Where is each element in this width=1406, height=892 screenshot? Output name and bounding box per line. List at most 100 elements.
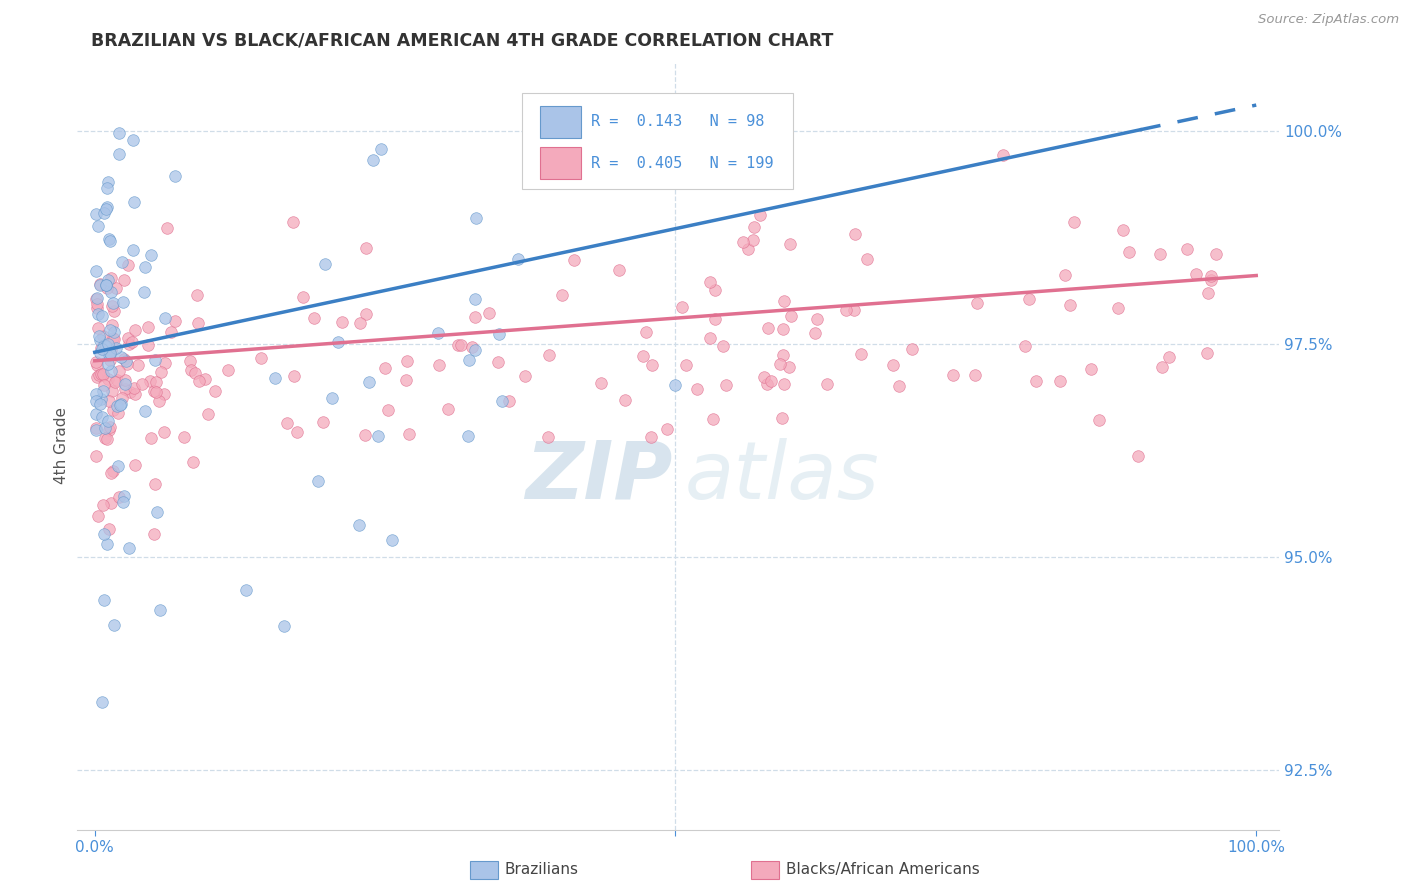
Point xyxy=(111,294,134,309)
Point xyxy=(91,368,114,383)
FancyBboxPatch shape xyxy=(540,105,581,137)
Point xyxy=(84,292,107,306)
FancyBboxPatch shape xyxy=(540,147,581,179)
Point xyxy=(90,392,112,406)
Point xyxy=(699,331,721,345)
Point xyxy=(94,339,117,353)
Point xyxy=(623,172,645,186)
Point xyxy=(398,427,420,442)
Point xyxy=(991,147,1014,161)
Point xyxy=(93,378,115,392)
Point xyxy=(464,293,486,307)
Point xyxy=(89,277,111,291)
Point xyxy=(153,387,176,401)
Point xyxy=(112,495,135,509)
Point xyxy=(86,423,108,437)
Point xyxy=(359,375,381,389)
Point xyxy=(641,358,664,372)
Point xyxy=(104,375,127,389)
Point xyxy=(100,285,122,300)
Point xyxy=(141,431,163,445)
Point xyxy=(118,541,141,556)
Point xyxy=(849,347,872,361)
Point xyxy=(464,310,486,324)
Point xyxy=(93,526,115,541)
Point xyxy=(538,348,561,362)
Point xyxy=(96,281,118,295)
Point xyxy=(354,308,377,322)
Point xyxy=(450,338,472,352)
Point xyxy=(139,374,162,388)
Point xyxy=(436,402,458,417)
Point xyxy=(100,271,122,285)
Point xyxy=(124,458,146,473)
Point xyxy=(90,367,112,381)
Point xyxy=(349,518,371,533)
Point xyxy=(330,315,353,329)
Point xyxy=(103,618,125,632)
Point xyxy=(901,343,924,357)
Point xyxy=(134,260,156,274)
Point xyxy=(98,352,121,367)
Point xyxy=(1184,267,1206,281)
Point xyxy=(93,205,115,219)
Point xyxy=(186,287,208,301)
Point xyxy=(91,367,114,381)
Point xyxy=(395,372,418,386)
Point xyxy=(217,363,239,377)
Point xyxy=(179,353,201,368)
Point xyxy=(114,376,136,391)
Point xyxy=(98,347,121,361)
Point xyxy=(657,422,679,436)
Point xyxy=(1152,360,1174,375)
Point xyxy=(101,464,124,478)
Point xyxy=(86,297,108,311)
Point xyxy=(103,325,125,339)
Point xyxy=(115,357,138,371)
Point xyxy=(103,303,125,318)
Point xyxy=(1107,301,1129,315)
Point xyxy=(1063,215,1085,229)
Point xyxy=(311,415,333,429)
Point xyxy=(882,358,904,372)
Point xyxy=(426,326,449,340)
Point xyxy=(235,582,257,597)
Point xyxy=(101,331,124,345)
Point xyxy=(314,257,336,271)
Point xyxy=(163,169,186,183)
Point xyxy=(815,376,838,391)
Point xyxy=(1199,273,1222,287)
Point xyxy=(591,376,613,390)
Point xyxy=(139,248,162,262)
Point xyxy=(772,294,794,309)
Point xyxy=(711,339,734,353)
Point xyxy=(103,332,125,346)
Point xyxy=(91,343,114,357)
Point xyxy=(671,301,693,315)
Point xyxy=(97,357,120,371)
Point xyxy=(98,234,121,248)
Point xyxy=(146,505,169,519)
Point xyxy=(153,310,176,325)
Point xyxy=(381,533,404,548)
Point xyxy=(115,354,138,368)
Point xyxy=(153,425,176,440)
Point xyxy=(103,403,125,417)
Text: atlas: atlas xyxy=(685,438,879,516)
Point xyxy=(942,368,965,382)
Point xyxy=(458,353,481,368)
Point xyxy=(703,283,725,297)
Point xyxy=(90,695,112,709)
Point xyxy=(96,536,118,550)
Point xyxy=(702,412,724,426)
Point xyxy=(149,603,172,617)
Point xyxy=(361,153,384,167)
Point xyxy=(100,495,122,509)
Point xyxy=(1175,242,1198,256)
Point xyxy=(86,407,108,421)
Point xyxy=(98,346,121,360)
Point xyxy=(1054,268,1077,282)
Point xyxy=(756,321,779,335)
Point xyxy=(93,498,115,512)
Point xyxy=(110,397,132,411)
